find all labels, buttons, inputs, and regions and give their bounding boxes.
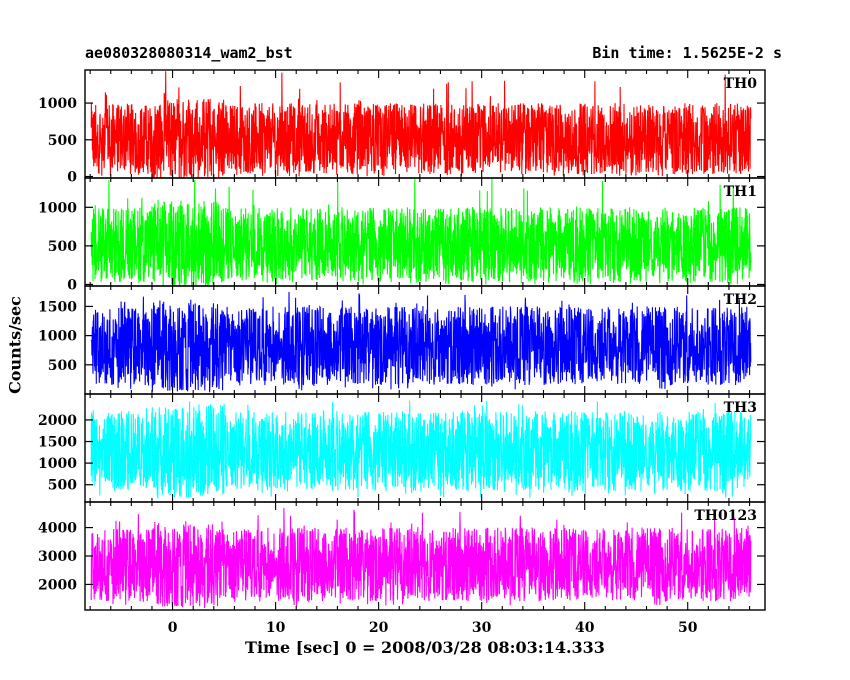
panel-label: TH3	[724, 400, 757, 416]
y-tick-label: 0	[67, 170, 77, 186]
y-tick-label: 2000	[38, 577, 77, 593]
x-tick-label: 0	[168, 620, 178, 636]
panel-label: TH0	[724, 76, 758, 92]
panel-label: TH2	[724, 292, 757, 308]
series-trace-th0123	[90, 507, 752, 609]
x-tick-label: 10	[266, 620, 286, 636]
y-tick-label: 500	[48, 478, 77, 494]
y-tick-label: 1000	[38, 456, 77, 472]
plot-title: ae080328080314_wam2_bst	[85, 44, 293, 62]
y-tick-label: 1500	[38, 299, 77, 315]
y-tick-label: 500	[48, 239, 77, 255]
y-tick-label: 500	[48, 133, 77, 149]
y-axis-label: Counts/sec	[5, 296, 25, 394]
panel-label: TH1	[724, 184, 757, 200]
panel-label: TH0123	[694, 508, 757, 524]
y-tick-label: 1500	[38, 435, 77, 451]
y-tick-label: 1000	[38, 200, 77, 216]
x-tick-label: 30	[472, 620, 492, 636]
bin-time-label: Bin time: 1.5625E-2 s	[592, 44, 782, 62]
x-tick-label: 50	[678, 620, 698, 636]
panel-th3: 500 1000 1500 2000 TH3	[38, 393, 766, 503]
y-tick-label: 1000	[38, 329, 77, 345]
y-tick-label: 4000	[38, 521, 77, 537]
panel-th2: 500 1000 1500 TH2	[38, 285, 766, 395]
y-tick-label: 2000	[38, 413, 77, 429]
panel-th0123: 2000 3000 4000 TH0123	[38, 501, 766, 611]
x-tick-label: 20	[369, 620, 389, 636]
y-tick-label: 3000	[38, 549, 77, 565]
series-trace-th0	[90, 71, 752, 178]
panel-th1: 0 500 1000 TH1	[38, 177, 766, 293]
x-axis-label: Time [sec] 0 = 2008/03/28 08:03:14.333	[245, 638, 605, 657]
y-tick-label: 0	[67, 277, 77, 293]
y-tick-label: 1000	[38, 96, 77, 112]
series-trace-th1	[90, 178, 752, 286]
panel-th0: 0 500 1000 TH0	[38, 69, 766, 186]
series-trace-th3	[90, 400, 752, 499]
x-tick-label: 40	[575, 620, 595, 636]
series-trace-th2	[90, 291, 752, 393]
y-tick-label: 500	[48, 358, 77, 374]
